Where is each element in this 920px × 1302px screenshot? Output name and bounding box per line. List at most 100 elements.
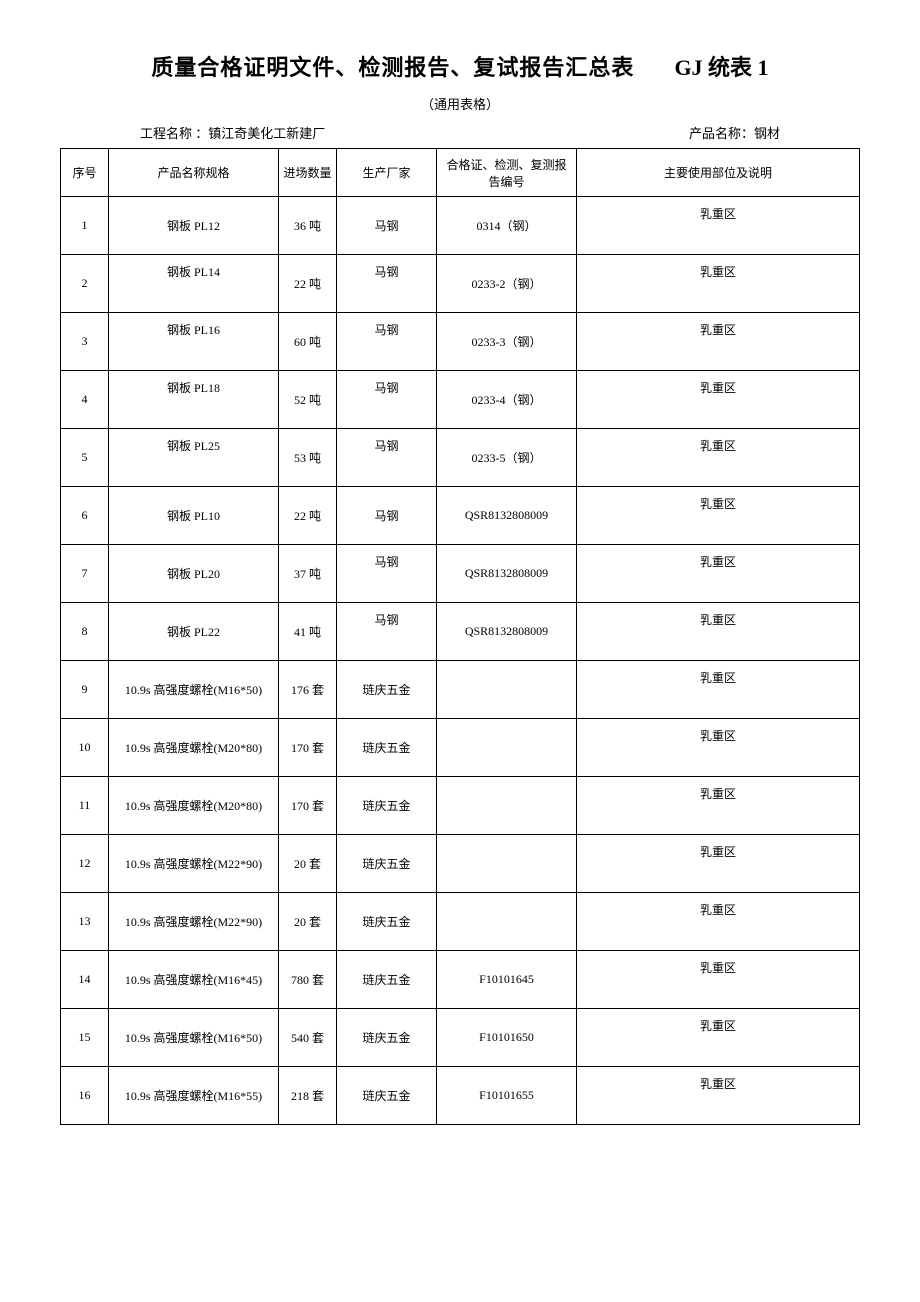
- table-row: 7钢板 PL2037 吨马钢QSR8132808009乳重区: [61, 545, 860, 603]
- cell-name: 钢板 PL14: [109, 255, 279, 313]
- cell-name: 10.9s 高强度螺栓(M20*80): [109, 777, 279, 835]
- product-info: 产品名称：钢材: [689, 123, 780, 142]
- cell-mfr: 琏庆五金: [337, 1009, 437, 1067]
- cell-name: 钢板 PL22: [109, 603, 279, 661]
- cell-name: 钢板 PL10: [109, 487, 279, 545]
- cell-name: 10.9s 高强度螺栓(M16*45): [109, 951, 279, 1009]
- cell-seq: 11: [61, 777, 109, 835]
- cell-use: 乳重区: [577, 371, 860, 429]
- cell-mfr: 琏庆五金: [337, 893, 437, 951]
- table-row: 1510.9s 高强度螺栓(M16*50)540 套琏庆五金F10101650乳…: [61, 1009, 860, 1067]
- title-row: 质量合格证明文件、检测报告、复试报告汇总表 GJ 统表 1: [60, 50, 860, 82]
- cell-qty: 22 吨: [279, 255, 337, 313]
- cell-seq: 10: [61, 719, 109, 777]
- cell-seq: 9: [61, 661, 109, 719]
- cell-qty: 60 吨: [279, 313, 337, 371]
- table-row: 1210.9s 高强度螺栓(M22*90)20 套琏庆五金乳重区: [61, 835, 860, 893]
- cell-cert: 0233-2（钢）: [437, 255, 577, 313]
- cell-cert: F10101645: [437, 951, 577, 1009]
- cell-seq: 4: [61, 371, 109, 429]
- cell-use: 乳重区: [577, 719, 860, 777]
- cell-name: 钢板 PL18: [109, 371, 279, 429]
- table-row: 6钢板 PL1022 吨马钢QSR8132808009乳重区: [61, 487, 860, 545]
- cell-qty: 218 套: [279, 1067, 337, 1125]
- cell-seq: 15: [61, 1009, 109, 1067]
- col-use: 主要使用部位及说明: [577, 149, 860, 197]
- cell-mfr: 琏庆五金: [337, 777, 437, 835]
- cell-seq: 1: [61, 197, 109, 255]
- cell-cert: QSR8132808009: [437, 487, 577, 545]
- cell-seq: 6: [61, 487, 109, 545]
- cell-qty: 22 吨: [279, 487, 337, 545]
- table-row: 5钢板 PL2553 吨马钢0233-5（钢）乳重区: [61, 429, 860, 487]
- table-row: 8钢板 PL2241 吨马钢QSR8132808009乳重区: [61, 603, 860, 661]
- cell-name: 10.9s 高强度螺栓(M22*90): [109, 835, 279, 893]
- cell-seq: 2: [61, 255, 109, 313]
- cell-seq: 5: [61, 429, 109, 487]
- cell-cert: [437, 661, 577, 719]
- cell-seq: 14: [61, 951, 109, 1009]
- cell-cert: 0233-4（钢）: [437, 371, 577, 429]
- table-row: 1410.9s 高强度螺栓(M16*45)780 套琏庆五金F10101645乳…: [61, 951, 860, 1009]
- cell-qty: 780 套: [279, 951, 337, 1009]
- cell-name: 10.9s 高强度螺栓(M16*50): [109, 1009, 279, 1067]
- cell-cert: [437, 777, 577, 835]
- cell-name: 钢板 PL12: [109, 197, 279, 255]
- cell-use: 乳重区: [577, 313, 860, 371]
- cell-name: 10.9s 高强度螺栓(M16*50): [109, 661, 279, 719]
- cell-seq: 12: [61, 835, 109, 893]
- cell-seq: 16: [61, 1067, 109, 1125]
- cell-use: 乳重区: [577, 893, 860, 951]
- cell-mfr: 琏庆五金: [337, 661, 437, 719]
- cell-use: 乳重区: [577, 603, 860, 661]
- cell-qty: 41 吨: [279, 603, 337, 661]
- cell-seq: 8: [61, 603, 109, 661]
- table-row: 4钢板 PL1852 吨马钢0233-4（钢）乳重区: [61, 371, 860, 429]
- project-info: 工程名称 ：镇江奇美化工新建厂: [140, 123, 325, 142]
- cell-name: 10.9s 高强度螺栓(M20*80): [109, 719, 279, 777]
- cell-mfr: 琏庆五金: [337, 719, 437, 777]
- cell-cert: [437, 835, 577, 893]
- cell-mfr: 琏庆五金: [337, 951, 437, 1009]
- project-name: 镇江奇美化工新建厂: [208, 126, 325, 141]
- table-row: 1110.9s 高强度螺栓(M20*80)170 套琏庆五金 乳重区: [61, 777, 860, 835]
- table-header-row: 序号 产品名称规格 进场数量 生产厂家 合格证、检测、复测报告编号 主要使用部位…: [61, 149, 860, 197]
- cell-name: 10.9s 高强度螺栓(M16*55): [109, 1067, 279, 1125]
- cell-mfr: 马钢: [337, 545, 437, 603]
- cell-qty: 170 套: [279, 719, 337, 777]
- cell-mfr: 马钢: [337, 487, 437, 545]
- cell-cert: QSR8132808009: [437, 545, 577, 603]
- cell-cert: F10101650: [437, 1009, 577, 1067]
- col-mfr: 生产厂家: [337, 149, 437, 197]
- cell-use: 乳重区: [577, 197, 860, 255]
- col-qty: 进场数量: [279, 149, 337, 197]
- cell-cert: 0233-5（钢）: [437, 429, 577, 487]
- cell-use: 乳重区: [577, 487, 860, 545]
- project-label: 工程名称 ：: [140, 126, 208, 141]
- cell-mfr: 马钢: [337, 255, 437, 313]
- cell-cert: F10101655: [437, 1067, 577, 1125]
- cell-use: 乳重区: [577, 1067, 860, 1125]
- table-row: 1钢板 PL1236 吨马钢0314（钢）乳重区: [61, 197, 860, 255]
- cell-cert: [437, 719, 577, 777]
- cell-use: 乳重区: [577, 1009, 860, 1067]
- subtitle: （通用表格）: [60, 94, 860, 113]
- main-title: 质量合格证明文件、检测报告、复试报告汇总表: [151, 50, 634, 82]
- cell-use: 乳重区: [577, 255, 860, 313]
- cell-qty: 540 套: [279, 1009, 337, 1067]
- table-row: 1610.9s 高强度螺栓(M16*55)218 套琏庆五金F10101655乳…: [61, 1067, 860, 1125]
- cell-mfr: 马钢: [337, 197, 437, 255]
- cell-seq: 7: [61, 545, 109, 603]
- cell-use: 乳重区: [577, 777, 860, 835]
- product-name: 钢材: [754, 126, 780, 141]
- cell-qty: 170 套: [279, 777, 337, 835]
- cell-qty: 53 吨: [279, 429, 337, 487]
- cell-name: 10.9s 高强度螺栓(M22*90): [109, 893, 279, 951]
- cell-name: 钢板 PL25: [109, 429, 279, 487]
- cell-mfr: 琏庆五金: [337, 1067, 437, 1125]
- summary-table: 序号 产品名称规格 进场数量 生产厂家 合格证、检测、复测报告编号 主要使用部位…: [60, 148, 860, 1125]
- cell-use: 乳重区: [577, 545, 860, 603]
- cell-qty: 20 套: [279, 835, 337, 893]
- cell-mfr: 琏庆五金: [337, 835, 437, 893]
- cell-name: 钢板 PL20: [109, 545, 279, 603]
